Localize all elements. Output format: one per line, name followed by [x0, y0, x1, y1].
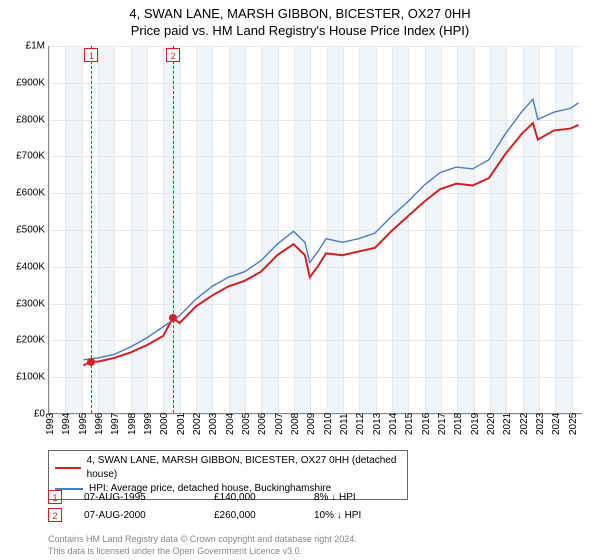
event-row: 2 07-AUG-2000 £260,000 10% ↓ HPI: [48, 508, 434, 522]
chart-svg: [49, 46, 582, 413]
events-table: 1 07-AUG-1995 £140,000 8% ↓ HPI 2 07-AUG…: [48, 490, 434, 526]
chart-container: 4, SWAN LANE, MARSH GIBBON, BICESTER, OX…: [0, 0, 600, 560]
x-axis-label: 2017: [437, 413, 448, 435]
y-axis-label: £200K: [16, 335, 45, 346]
y-axis-label: £400K: [16, 261, 45, 272]
x-axis-label: 2013: [372, 413, 383, 435]
y-axis-label: £800K: [16, 114, 45, 125]
x-axis-label: 2018: [453, 413, 464, 435]
footer-line2: This data is licensed under the Open Gov…: [48, 545, 357, 557]
x-axis-label: 2008: [290, 413, 301, 435]
x-axis-label: 2019: [470, 413, 481, 435]
x-axis-label: 2010: [323, 413, 334, 435]
marker-box: 1: [84, 48, 98, 62]
x-axis-label: 2009: [306, 413, 317, 435]
event-change: 10% ↓ HPI: [314, 510, 434, 521]
y-axis-label: £900K: [16, 77, 45, 88]
data-point: [169, 314, 177, 322]
title-block: 4, SWAN LANE, MARSH GIBBON, BICESTER, OX…: [0, 0, 600, 42]
x-axis-label: 2022: [519, 413, 530, 435]
x-axis-label: 1998: [127, 413, 138, 435]
legend-item-property: 4, SWAN LANE, MARSH GIBBON, BICESTER, OX…: [55, 454, 401, 482]
x-axis-label: 2024: [551, 413, 562, 435]
event-marker-2: 2: [48, 508, 62, 522]
y-axis-label: £0: [34, 409, 45, 420]
y-axis-label: £100K: [16, 372, 45, 383]
event-change: 8% ↓ HPI: [314, 492, 434, 503]
series-property: [83, 123, 578, 365]
title-line2: Price paid vs. HM Land Registry's House …: [0, 23, 600, 38]
series-hpi: [83, 99, 578, 360]
event-row: 1 07-AUG-1995 £140,000 8% ↓ HPI: [48, 490, 434, 504]
marker-box: 2: [166, 48, 180, 62]
x-axis-label: 2007: [274, 413, 285, 435]
x-axis-label: 2004: [225, 413, 236, 435]
footer: Contains HM Land Registry data © Crown c…: [48, 533, 357, 557]
event-date: 07-AUG-2000: [84, 510, 214, 521]
x-axis-label: 2000: [159, 413, 170, 435]
event-date: 07-AUG-1995: [84, 492, 214, 503]
x-axis-label: 1999: [143, 413, 154, 435]
x-axis-label: 2006: [257, 413, 268, 435]
x-axis-label: 2005: [241, 413, 252, 435]
x-axis-label: 2011: [339, 413, 350, 435]
x-axis-label: 2014: [388, 413, 399, 435]
x-axis-label: 2003: [208, 413, 219, 435]
x-axis-label: 1993: [45, 413, 56, 435]
x-axis-label: 1996: [94, 413, 105, 435]
y-axis-label: £700K: [16, 151, 45, 162]
title-line1: 4, SWAN LANE, MARSH GIBBON, BICESTER, OX…: [0, 6, 600, 21]
x-axis-label: 1997: [110, 413, 121, 435]
x-axis-label: 2023: [535, 413, 546, 435]
y-axis-label: £600K: [16, 188, 45, 199]
footer-line1: Contains HM Land Registry data © Crown c…: [48, 533, 357, 545]
chart-area: £0£100K£200K£300K£400K£500K£600K£700K£80…: [48, 46, 582, 414]
x-axis-label: 2012: [355, 413, 366, 435]
event-price: £140,000: [214, 492, 314, 503]
x-axis-label: 2001: [176, 413, 187, 435]
x-axis-label: 2015: [404, 413, 415, 435]
x-axis-label: 2002: [192, 413, 203, 435]
event-price: £260,000: [214, 510, 314, 521]
y-axis-label: £1M: [26, 41, 45, 52]
legend-label-property: 4, SWAN LANE, MARSH GIBBON, BICESTER, OX…: [87, 454, 401, 482]
data-point: [87, 358, 95, 366]
x-axis-label: 2025: [568, 413, 579, 435]
legend-swatch-property: [55, 467, 81, 469]
x-axis-label: 1995: [78, 413, 89, 435]
x-axis-label: 2020: [486, 413, 497, 435]
x-axis-label: 2021: [502, 413, 513, 435]
x-axis-label: 2016: [421, 413, 432, 435]
x-axis-label: 1994: [61, 413, 72, 435]
event-marker-1: 1: [48, 490, 62, 504]
marker-line: [173, 46, 174, 413]
y-axis-label: £300K: [16, 298, 45, 309]
y-axis-label: £500K: [16, 225, 45, 236]
